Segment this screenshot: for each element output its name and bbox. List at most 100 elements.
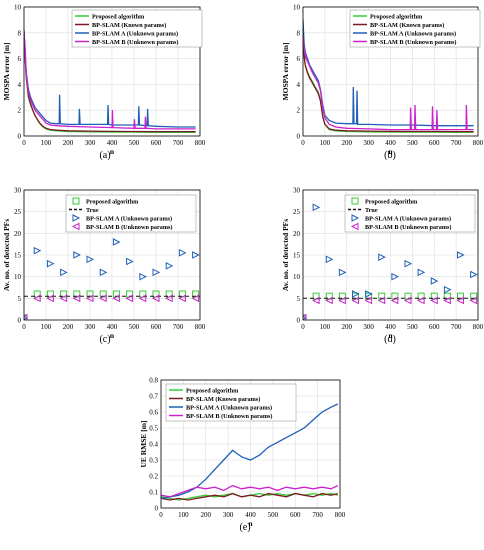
y-tick-label: 0 — [297, 133, 301, 141]
series-bp-slam-b-unknown-params-line — [24, 32, 196, 130]
legend-bp-slam-a-unknown-params-label: BP-SLAM A (Unknown params) — [86, 215, 172, 222]
series-bp-slam-b-unknown-params-point — [338, 296, 346, 305]
legend-box — [65, 194, 197, 233]
legend-proposed-algorithm-swatch — [351, 197, 359, 205]
series-bp-slam-a-unknown-params-point — [352, 290, 360, 298]
legend-bp-slam-b-unknown-params-swatch — [350, 222, 359, 231]
series-bp-slam-b-unknown-params-point — [165, 294, 173, 303]
x-tick-label: 200 — [201, 511, 212, 519]
legend-proposed-algorithm-label: Proposed algorithm — [370, 13, 423, 20]
x-tick-label: 200 — [63, 323, 74, 331]
legend-bp-slam-a-unknown-params-swatch — [72, 214, 81, 222]
series-bp-slam-b-unknown-params-point — [312, 296, 320, 305]
legend: Proposed algorithm BP-SLAM (Known params)… — [349, 9, 481, 48]
x-tick-label: 100 — [320, 323, 331, 331]
x-tick-label: 600 — [290, 511, 301, 519]
series-group — [303, 19, 474, 134]
series-bp-slam-b-unknown-params-point — [112, 294, 120, 303]
series-bp-slam-a-unknown-params-point — [139, 272, 147, 281]
series-bp-slam-a-unknown-params-point — [430, 277, 439, 285]
legend-bp-slam-known-params-label: BP-SLAM (Known params) — [370, 22, 444, 29]
legend-proposed-algorithm-label: Proposed algorithm — [86, 198, 139, 205]
x-tick-label: 500 — [407, 323, 418, 331]
series-bp-slam-known-params-line — [161, 492, 338, 501]
series-bp-slam-a-unknown-params-line — [303, 19, 474, 127]
plot-frame — [23, 189, 201, 321]
legend-bp-slam-a-unknown-params-label: BP-SLAM A (Unknown params) — [186, 404, 272, 411]
y-tick-label: 30 — [14, 187, 22, 195]
series-bp-slam-b-unknown-params-point — [403, 296, 412, 305]
series-bp-slam-b-unknown-params-point — [390, 296, 399, 305]
y-tick-label: 5 — [18, 295, 22, 303]
panel-label: (e) — [239, 522, 250, 533]
chart-panel-5: 0 100 200 300 400 500 600 700 800 0 0.1 0.2 0.3 0.4 0.… — [139, 377, 346, 534]
series-bp-slam-a-unknown-params-line — [161, 403, 339, 500]
series-bp-slam-b-unknown-params-point — [151, 294, 160, 303]
series-bp-slam-a-unknown-params-point — [86, 255, 95, 264]
x-tick-label: 700 — [173, 323, 184, 331]
series-bp-slam-a-unknown-params-point — [457, 251, 465, 259]
series-bp-slam-b-unknown-params-point — [377, 296, 386, 305]
x-tick-label: 400 — [385, 323, 396, 331]
x-tick-label: 800 — [473, 139, 484, 147]
x-tick-label: 300 — [223, 511, 234, 519]
x-tick-label: 800 — [195, 139, 206, 147]
x-axis-label: n — [110, 331, 115, 340]
series-bp-slam-b-unknown-params-point — [351, 296, 359, 305]
y-tick-label: 20 — [14, 230, 22, 238]
plot-frame — [160, 379, 341, 509]
legend: Proposed algorithm BP-SLAM (Known params)… — [165, 383, 297, 422]
y-tick-label: 0.3 — [149, 457, 158, 465]
series-bp-slam-a-unknown-params-point — [470, 270, 478, 279]
series-bp-slam-b-unknown-params-point — [99, 294, 107, 303]
series-bp-slam-known-params-line — [303, 43, 474, 133]
series-bp-slam-a-unknown-params-point — [417, 268, 426, 277]
legend-bp-slam-a-unknown-params-label: BP-SLAM A (Unknown params) — [370, 30, 456, 37]
series-bp-slam-b-unknown-params-point — [456, 296, 464, 305]
y-axis-label: MOSPA error [m] — [2, 43, 11, 101]
legend-bp-slam-b-unknown-params-label: BP-SLAM B (Unknown params) — [86, 224, 172, 231]
x-tick-label: 0 — [22, 323, 26, 331]
chart-panel-4: 0 100 200 300 400 500 600 700 800 0 5 10 15 20 25 30 n Av… — [281, 187, 484, 346]
legend-box — [344, 194, 476, 233]
y-tick-label: 25 — [293, 208, 301, 216]
series-bp-slam-b-unknown-params-point — [443, 296, 451, 305]
x-tick-label: 100 — [41, 139, 52, 147]
series-bp-slam-b-unknown-params-point — [303, 314, 307, 320]
chart-panel-1: 0 100 200 300 400 500 600 700 800 0 2 4 6 8 10 n MOSPA e… — [2, 4, 206, 162]
y-tick-label: 0.4 — [149, 441, 158, 449]
x-axis-label: n — [248, 519, 253, 528]
x-axis-label: n — [110, 147, 115, 156]
series-bp-slam-a-unknown-params-line — [24, 30, 196, 128]
legend-bp-slam-b-unknown-params-swatch — [71, 222, 80, 231]
x-tick-label: 300 — [363, 323, 374, 331]
y-tick-label: 6 — [297, 55, 301, 63]
series-group — [303, 203, 478, 320]
x-tick-label: 100 — [41, 323, 52, 331]
x-tick-label: 700 — [173, 139, 184, 147]
legend-box — [349, 9, 481, 48]
legend-box — [71, 9, 203, 48]
panel-label: (b) — [384, 150, 396, 161]
series-bp-slam-b-unknown-params-point — [24, 314, 28, 320]
y-axis-label: Av. no. of detected PFs — [281, 219, 290, 291]
y-tick-label: 15 — [14, 252, 22, 260]
series-bp-slam-a-unknown-params-point — [404, 259, 413, 268]
legend-true-label: True — [86, 207, 99, 214]
series-bp-slam-b-unknown-params-point — [325, 296, 333, 305]
series-bp-slam-b-unknown-params-point — [469, 296, 478, 305]
legend: Proposed algorithm BP-SLAM (Known params)… — [71, 9, 203, 48]
series-bp-slam-a-unknown-params-point — [192, 251, 200, 259]
legend-bp-slam-b-unknown-params-label: BP-SLAM B (Unknown params) — [92, 39, 178, 46]
series-bp-slam-a-unknown-params-point — [99, 268, 108, 277]
series-bp-slam-b-unknown-params-point — [72, 294, 81, 303]
series-bp-slam-a-unknown-params-point — [126, 257, 134, 266]
x-tick-label: 800 — [335, 511, 346, 519]
legend-bp-slam-a-unknown-params-label: BP-SLAM A (Unknown params) — [365, 215, 451, 222]
series-bp-slam-a-unknown-params-point — [152, 268, 161, 277]
y-tick-label: 8 — [297, 29, 301, 37]
legend-bp-slam-b-unknown-params-label: BP-SLAM B (Unknown params) — [365, 224, 451, 231]
series-group — [24, 30, 196, 134]
